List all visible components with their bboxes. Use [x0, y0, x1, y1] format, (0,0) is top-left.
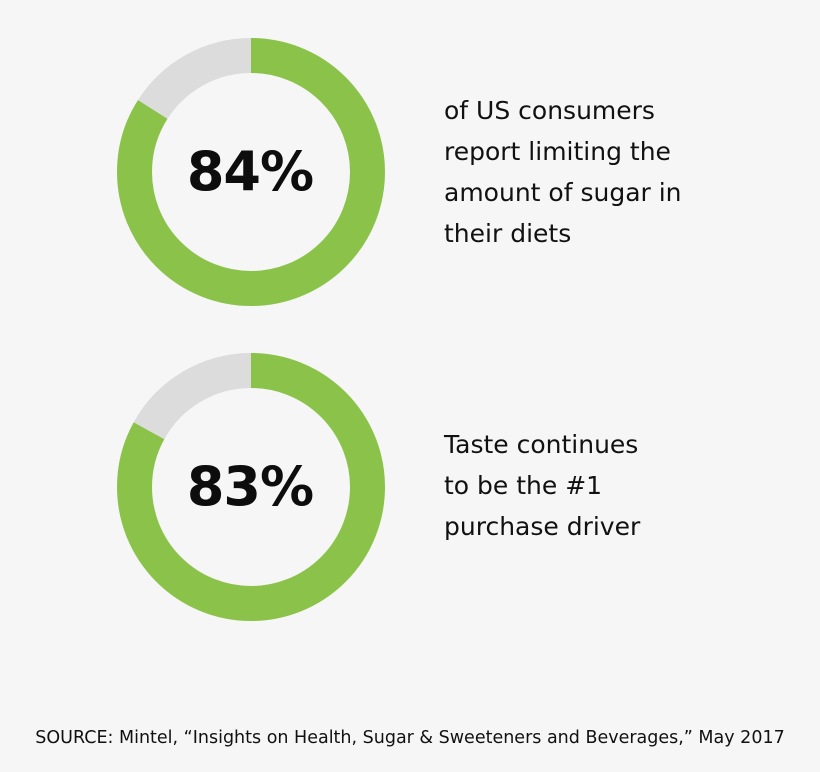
- description-line: their diets: [444, 219, 572, 248]
- donut-value-1: 84%: [186, 140, 314, 203]
- donut-chart-1: 84%: [117, 38, 385, 306]
- donut-svg-1: [117, 38, 385, 306]
- description-line: of US consumers: [444, 96, 655, 125]
- stat-description-2: Taste continues to be the #1 purchase dr…: [444, 424, 804, 547]
- description-line: report limiting the: [444, 137, 671, 166]
- donut-value-2: 83%: [186, 455, 314, 518]
- donut-slice-remainder: [117, 353, 385, 621]
- stat-block-2: 83% Taste continues to be the #1 purchas…: [0, 353, 820, 623]
- donut-slice-remainder: [117, 38, 385, 306]
- donut-svg-2: [117, 353, 385, 621]
- description-line: Taste continues: [444, 430, 639, 459]
- stat-description-1: of US consumers report limiting the amou…: [444, 90, 804, 254]
- description-line: amount of sugar in: [444, 178, 682, 207]
- description-line: purchase driver: [444, 512, 641, 541]
- description-line: to be the #1: [444, 471, 603, 500]
- stat-block-1: 84% of US consumers report limiting the …: [0, 38, 820, 308]
- donut-chart-2: 83%: [117, 353, 385, 621]
- source-note: SOURCE: Mintel, “Insights on Health, Sug…: [35, 728, 785, 748]
